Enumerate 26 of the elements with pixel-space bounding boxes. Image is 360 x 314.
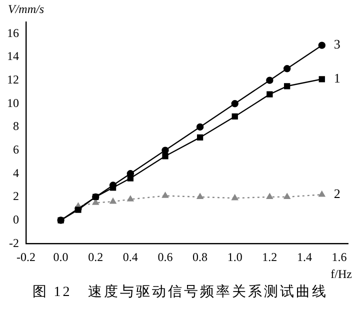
- y-axis-title: V/mm/s: [8, 2, 44, 16]
- x-tick-label: 1.6: [332, 250, 347, 264]
- x-tick-label: 1.0: [227, 250, 242, 264]
- y-tick-label: 0: [13, 212, 19, 226]
- caption: 图 12 速度与驱动信号频率关系测试曲线: [31, 283, 329, 301]
- series-label: 1: [334, 70, 340, 86]
- x-tick-label: 0.2: [88, 250, 104, 264]
- x-axis-title: f/Hz: [330, 267, 352, 282]
- x-tick-label: 0.4: [122, 250, 138, 264]
- y-tick-label: 12: [7, 72, 19, 86]
- x-tick-label: 0.0: [53, 250, 68, 264]
- y-tick-label: 10: [7, 96, 19, 110]
- x-tick-label: 1.2: [262, 250, 278, 264]
- series-label: 2: [334, 186, 340, 202]
- y-tick-label: -2: [9, 236, 19, 250]
- y-tick-label: 8: [13, 119, 19, 134]
- y-tick-label: 16: [7, 26, 19, 40]
- y-tick-label: 14: [7, 49, 19, 64]
- x-tick-label: 0.8: [192, 250, 208, 264]
- x-tick-label: 0.6: [158, 250, 173, 264]
- x-tick-label: -0.2: [16, 250, 36, 264]
- y-tick-label: 4: [13, 166, 19, 180]
- y-tick-label: 2: [13, 189, 19, 204]
- x-tick-label: 1.4: [296, 250, 312, 264]
- series-label: 3: [334, 36, 340, 52]
- y-tick-label: 6: [13, 142, 19, 156]
